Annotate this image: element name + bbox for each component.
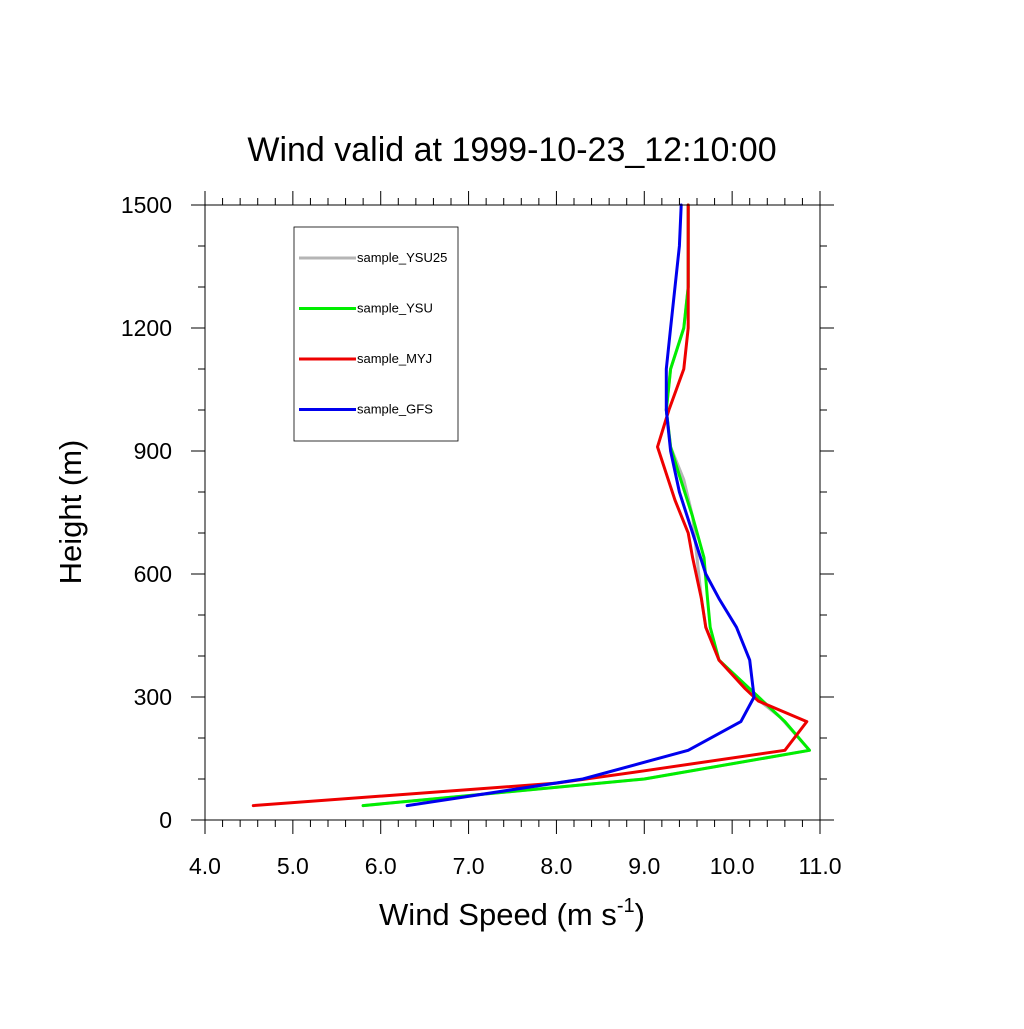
chart-title: Wind valid at 1999-10-23_12:10:00	[247, 131, 776, 169]
series-layer	[251, 203, 811, 808]
x-axis-label-close: )	[635, 897, 645, 932]
x-tick-label: 7.0	[453, 853, 485, 879]
x-tick-label: 11.0	[798, 853, 841, 879]
series-line-sample_YSU	[361, 203, 811, 808]
legend-label-sample_YSU: sample_YSU	[357, 301, 433, 316]
y-tick-label: 600	[134, 561, 172, 587]
x-axis-label: Wind Speed (m s-1)	[379, 895, 645, 932]
legend-label-sample_GFS: sample_GFS	[357, 402, 433, 417]
plot-frame	[204, 204, 821, 821]
legend-label-sample_MYJ: sample_MYJ	[357, 351, 432, 366]
y-tick-label: 1500	[121, 192, 172, 218]
series-line-sample_MYJ	[251, 203, 809, 808]
y-tick-label: 900	[134, 438, 172, 464]
x-tick-label: 8.0	[540, 853, 572, 879]
series-line-sample_GFS	[405, 203, 756, 808]
x-tick-label: 5.0	[277, 853, 309, 879]
y-tick-label: 0	[159, 807, 172, 833]
x-tick-label: 6.0	[365, 853, 397, 879]
x-tick-label: 9.0	[628, 853, 660, 879]
x-tick-label: 10.0	[710, 853, 755, 879]
legend-box	[293, 226, 459, 442]
x-tick-label: 4.0	[189, 853, 221, 879]
legend: sample_YSU25 sample_YSU sample_MYJ sample_G…	[293, 226, 459, 442]
y-tick-label: 300	[134, 684, 172, 710]
legend-label-sample_YSU25: sample_YSU25	[357, 250, 447, 265]
y-axis-label: Height (m)	[53, 440, 88, 585]
x-axis-label-superscript: -1	[617, 895, 635, 917]
x-axis-label-main: Wind Speed (m s	[379, 897, 617, 932]
y-tick-label: 1200	[121, 315, 172, 341]
ticks-layer: 4.0 5.0 6.0 7.0 8.0 9.0 10.0 11.0 0 300 600 900 1200…	[121, 191, 842, 879]
